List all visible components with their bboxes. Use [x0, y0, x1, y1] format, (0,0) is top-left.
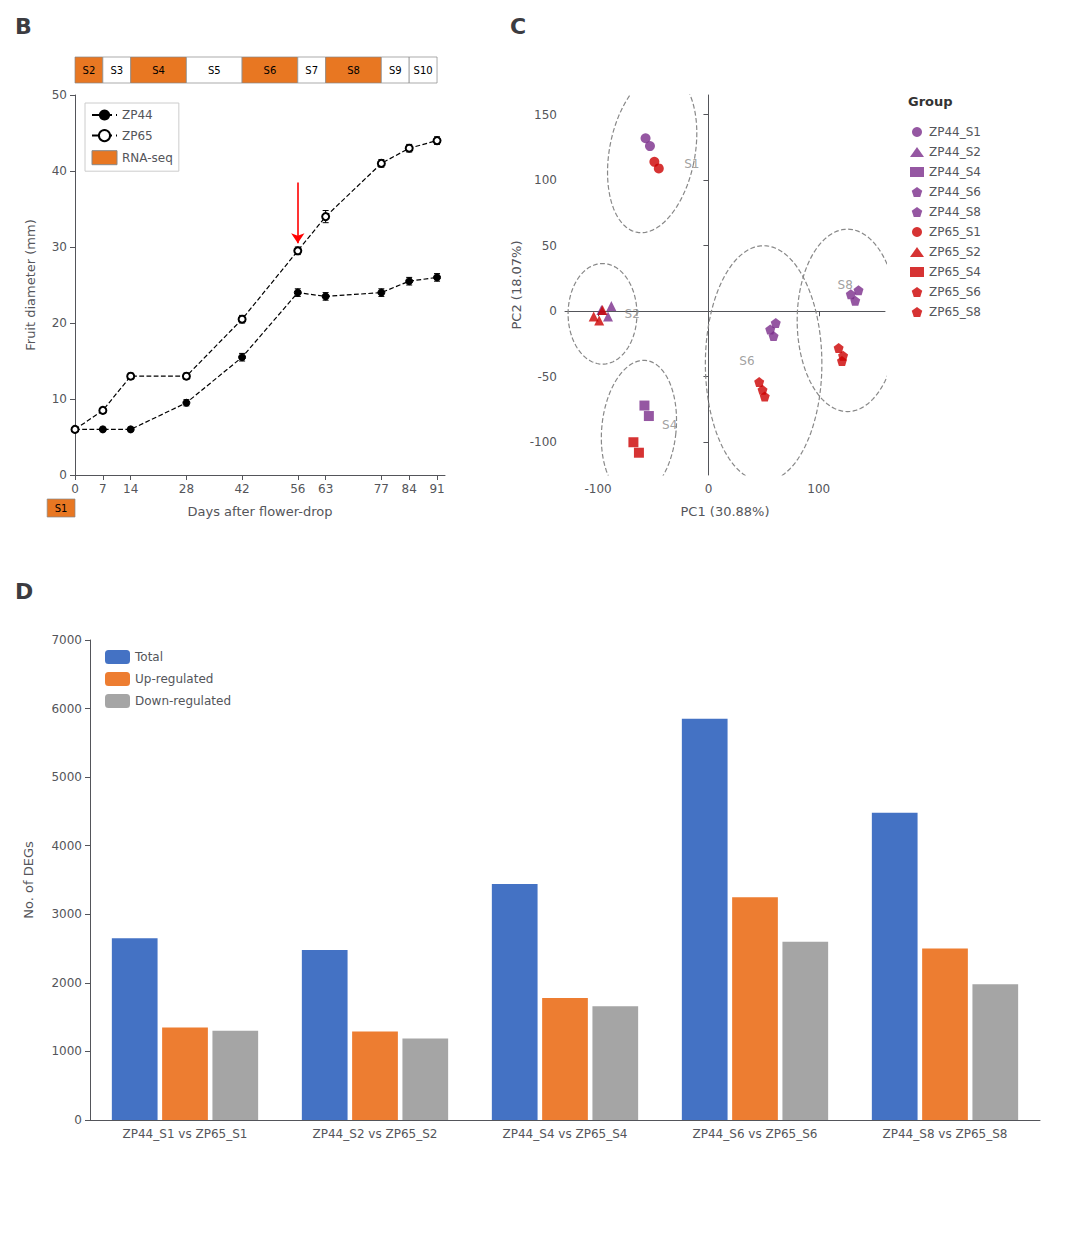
- svg-text:S4: S4: [662, 418, 677, 432]
- svg-text:S3: S3: [110, 65, 123, 76]
- svg-text:S5: S5: [208, 65, 221, 76]
- svg-text:ZP44_S1 vs ZP65_S1: ZP44_S1 vs ZP65_S1: [123, 1127, 248, 1141]
- svg-text:ZP44_S6 vs ZP65_S6: ZP44_S6 vs ZP65_S6: [693, 1127, 818, 1141]
- svg-text:5000: 5000: [51, 770, 82, 784]
- svg-text:0: 0: [59, 468, 67, 482]
- svg-text:4000: 4000: [51, 839, 82, 853]
- svg-text:S10: S10: [414, 65, 433, 76]
- svg-text:ZP44_S1: ZP44_S1: [929, 125, 981, 139]
- svg-text:PC1 (30.88%): PC1 (30.88%): [680, 504, 769, 519]
- svg-text:S4: S4: [152, 65, 165, 76]
- svg-text:ZP44_S2: ZP44_S2: [929, 145, 981, 159]
- svg-text:S8: S8: [347, 65, 360, 76]
- svg-text:20: 20: [52, 316, 67, 330]
- svg-text:-100: -100: [584, 482, 611, 496]
- svg-text:D: D: [15, 579, 33, 604]
- svg-text:2000: 2000: [51, 976, 82, 990]
- svg-text:ZP44_S4: ZP44_S4: [929, 165, 981, 179]
- svg-text:S8: S8: [838, 278, 853, 292]
- svg-text:S6: S6: [264, 65, 277, 76]
- svg-text:-100: -100: [530, 435, 557, 449]
- svg-text:50: 50: [542, 239, 557, 253]
- svg-text:6000: 6000: [51, 702, 82, 716]
- svg-text:Days after flower-drop: Days after flower-drop: [188, 504, 333, 519]
- svg-text:1000: 1000: [51, 1044, 82, 1058]
- svg-text:100: 100: [534, 173, 557, 187]
- svg-text:ZP44_S2 vs ZP65_S2: ZP44_S2 vs ZP65_S2: [313, 1127, 438, 1141]
- svg-text:PC2 (18.07%): PC2 (18.07%): [509, 240, 524, 329]
- svg-text:ZP65_S2: ZP65_S2: [929, 245, 981, 259]
- svg-text:ZP44_S6: ZP44_S6: [929, 185, 981, 199]
- svg-text:C: C: [510, 14, 526, 39]
- svg-text:ZP65_S6: ZP65_S6: [929, 285, 981, 299]
- svg-text:S6: S6: [739, 354, 754, 368]
- svg-text:Up-regulated: Up-regulated: [135, 672, 213, 686]
- svg-text:ZP65_S1: ZP65_S1: [929, 225, 981, 239]
- svg-text:0: 0: [74, 1113, 82, 1127]
- svg-text:Fruit diameter (mm): Fruit diameter (mm): [23, 219, 38, 351]
- svg-text:ZP44_S4 vs ZP65_S4: ZP44_S4 vs ZP65_S4: [503, 1127, 628, 1141]
- svg-text:S2: S2: [83, 65, 96, 76]
- svg-text:0: 0: [549, 304, 557, 318]
- svg-text:100: 100: [807, 482, 830, 496]
- svg-text:ZP65_S8: ZP65_S8: [929, 305, 981, 319]
- svg-text:S9: S9: [389, 65, 402, 76]
- svg-text:S2: S2: [625, 307, 640, 321]
- svg-text:No. of DEGs: No. of DEGs: [21, 841, 36, 919]
- svg-text:84: 84: [402, 482, 417, 496]
- svg-text:150: 150: [534, 108, 557, 122]
- svg-text:ZP44: ZP44: [122, 108, 153, 122]
- svg-text:28: 28: [179, 482, 194, 496]
- svg-text:42: 42: [234, 482, 249, 496]
- svg-text:S1: S1: [684, 157, 699, 171]
- svg-text:RNA-seq: RNA-seq: [122, 151, 173, 165]
- svg-text:7000: 7000: [51, 633, 82, 647]
- svg-text:ZP65_S4: ZP65_S4: [929, 265, 981, 279]
- svg-text:ZP44_S8: ZP44_S8: [929, 205, 981, 219]
- svg-text:77: 77: [374, 482, 389, 496]
- svg-text:ZP65: ZP65: [122, 129, 153, 143]
- svg-text:10: 10: [52, 392, 67, 406]
- svg-text:Group: Group: [908, 94, 953, 109]
- svg-text:-50: -50: [537, 370, 557, 384]
- svg-text:50: 50: [52, 88, 67, 102]
- svg-text:S1: S1: [55, 503, 68, 514]
- svg-text:91: 91: [429, 482, 444, 496]
- svg-text:30: 30: [52, 240, 67, 254]
- svg-text:ZP44_S8 vs ZP65_S8: ZP44_S8 vs ZP65_S8: [883, 1127, 1008, 1141]
- svg-text:0: 0: [705, 482, 713, 496]
- svg-text:3000: 3000: [51, 907, 82, 921]
- svg-text:Down-regulated: Down-regulated: [135, 694, 231, 708]
- svg-text:7: 7: [99, 482, 107, 496]
- svg-text:0: 0: [71, 482, 79, 496]
- svg-text:56: 56: [290, 482, 305, 496]
- svg-text:Total: Total: [134, 650, 163, 664]
- svg-text:B: B: [15, 14, 32, 39]
- svg-text:S7: S7: [305, 65, 318, 76]
- svg-text:14: 14: [123, 482, 138, 496]
- svg-text:63: 63: [318, 482, 333, 496]
- svg-text:40: 40: [52, 164, 67, 178]
